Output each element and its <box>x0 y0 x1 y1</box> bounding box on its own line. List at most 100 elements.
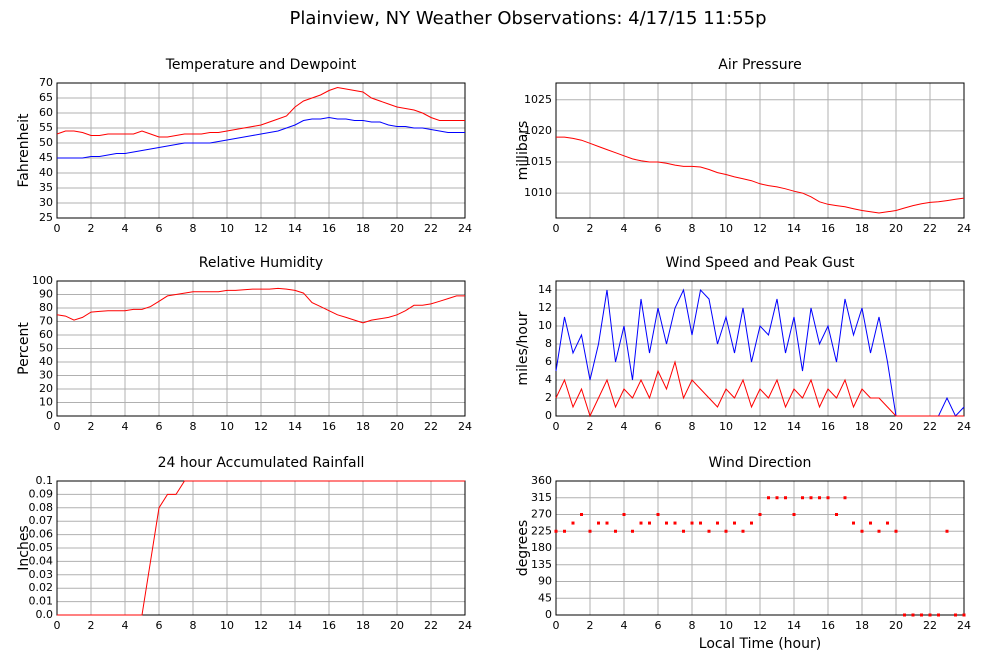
x-tick-label: 8 <box>190 222 197 235</box>
x-tick-label: 20 <box>889 420 903 433</box>
y-tick-label: 100 <box>32 274 53 287</box>
x-tick-label: 10 <box>719 222 733 235</box>
data-point <box>801 496 804 500</box>
data-point <box>835 513 838 516</box>
y-tick-label: 2 <box>545 391 552 404</box>
x-tick-label: 4 <box>122 420 129 433</box>
x-tick-label: 14 <box>787 420 801 433</box>
x-tick-label: 10 <box>220 619 234 632</box>
data-point <box>911 613 915 617</box>
data-point <box>809 496 813 500</box>
x-tick-label: 12 <box>254 619 268 632</box>
y-axis-label: millibars <box>515 121 531 181</box>
data-point <box>724 529 728 533</box>
y-tick-label: 40 <box>39 166 53 179</box>
x-tick-label: 2 <box>587 420 594 433</box>
data-point <box>843 496 847 500</box>
plot-frame <box>555 82 965 219</box>
x-tick-label: 14 <box>787 619 801 632</box>
data-point <box>588 529 592 533</box>
plot-frame <box>56 280 466 417</box>
x-tick-label: 8 <box>190 619 197 632</box>
y-tick-label: 40 <box>39 355 53 368</box>
x-tick-label: 10 <box>220 420 234 433</box>
data-line <box>555 360 964 418</box>
y-axis-label: Fahrenheit <box>16 113 32 188</box>
x-tick-label: 0 <box>54 420 61 433</box>
data-point <box>656 513 660 516</box>
x-tick-label: 8 <box>689 619 696 632</box>
y-axis-label: miles/hour <box>515 311 531 385</box>
data-point <box>920 613 923 617</box>
x-tick-label: 16 <box>821 619 835 632</box>
x-tick-label: 18 <box>356 222 370 235</box>
x-tick-label: 2 <box>88 420 95 433</box>
x-tick-label: 12 <box>753 619 767 632</box>
y-tick-label: 60 <box>39 106 53 119</box>
x-tick-label: 16 <box>821 420 835 433</box>
y-tick-label: 50 <box>39 136 53 149</box>
y-tick-label: 0.0 <box>36 608 54 621</box>
y-axis-label: degrees <box>515 520 531 576</box>
y-tick-label: 0.04 <box>29 554 54 567</box>
y-tick-label: 0 <box>545 608 552 621</box>
x-tick-label: 20 <box>889 619 903 632</box>
x-tick-label: 24 <box>957 619 971 632</box>
data-point <box>937 613 940 617</box>
plot-frame <box>555 480 965 616</box>
data-point <box>792 513 796 516</box>
y-tick-label: 315 <box>531 491 552 504</box>
y-tick-label: 0.1 <box>36 474 54 487</box>
x-tick-label: 4 <box>122 222 129 235</box>
data-line <box>57 116 465 159</box>
data-point <box>563 529 566 533</box>
y-tick-label: 30 <box>39 369 53 382</box>
plot-frame <box>555 280 965 417</box>
x-tick-label: 12 <box>753 420 767 433</box>
y-tick-label: 0.09 <box>29 487 54 500</box>
y-tick-label: 135 <box>531 558 552 571</box>
x-tick-label: 24 <box>458 222 472 235</box>
data-point <box>597 521 600 525</box>
x-tick-label: 0 <box>553 619 560 632</box>
x-tick-label: 6 <box>156 420 163 433</box>
x-tick-label: 10 <box>719 619 733 632</box>
data-point <box>869 521 872 525</box>
data-point <box>784 496 787 500</box>
x-axis-label: Local Time (hour) <box>699 636 821 652</box>
data-point <box>580 513 583 516</box>
y-tick-label: 0.06 <box>29 528 54 541</box>
data-point <box>945 529 949 533</box>
y-tick-label: 270 <box>531 508 552 521</box>
x-tick-label: 4 <box>621 619 628 632</box>
x-tick-label: 2 <box>88 222 95 235</box>
y-tick-label: 35 <box>39 181 53 194</box>
y-tick-label: 30 <box>39 196 53 209</box>
panel: Wind Direction degrees Local Time (hour) 0 2… <box>515 455 971 652</box>
y-tick-label: 6 <box>545 355 552 368</box>
x-tick-label: 18 <box>855 420 869 433</box>
x-tick-label: 8 <box>689 420 696 433</box>
y-tick-label: 8 <box>545 337 552 350</box>
y-tick-label: 12 <box>538 301 552 314</box>
y-tick-label: 70 <box>39 76 53 89</box>
x-tick-label: 16 <box>322 619 336 632</box>
data-point <box>665 521 668 525</box>
y-tick-label: 45 <box>39 151 53 164</box>
x-tick-label: 0 <box>54 619 61 632</box>
x-tick-label: 2 <box>587 619 594 632</box>
x-tick-label: 8 <box>190 420 197 433</box>
y-tick-label: 0.01 <box>29 595 54 608</box>
x-tick-label: 14 <box>288 420 302 433</box>
data-point <box>954 613 957 617</box>
x-tick-label: 22 <box>424 420 438 433</box>
x-tick-label: 4 <box>621 222 628 235</box>
data-point <box>860 529 864 533</box>
x-tick-label: 6 <box>655 619 662 632</box>
data-point <box>716 521 719 525</box>
data-point <box>741 529 745 533</box>
plot-frame <box>56 82 466 219</box>
y-tick-label: 45 <box>538 591 552 604</box>
x-tick-label: 18 <box>356 420 370 433</box>
